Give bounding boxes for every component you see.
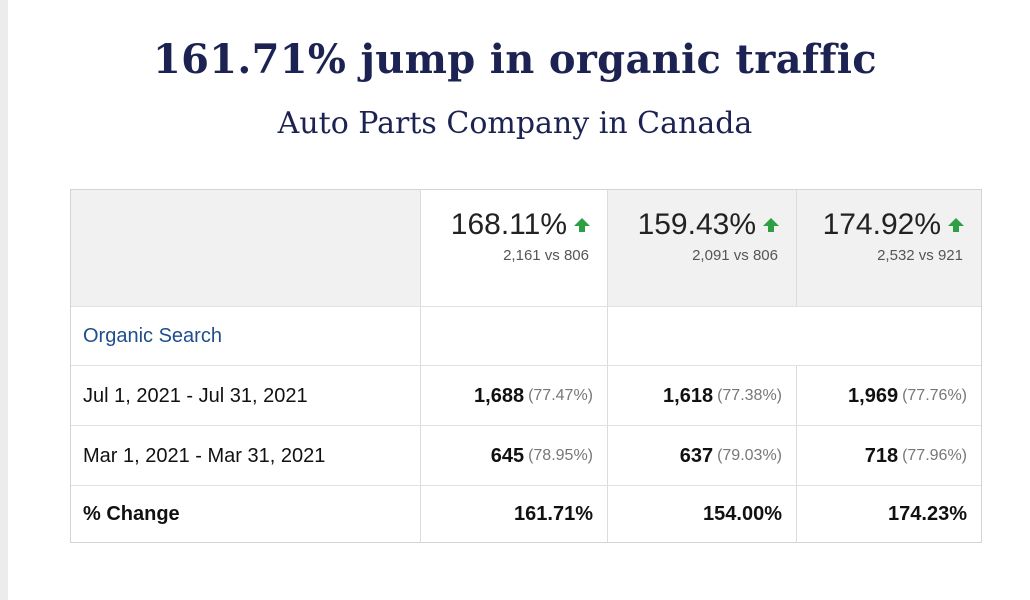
header-comparison: 2,161 vs 806 (503, 247, 589, 264)
segment-link[interactable]: Organic Search (83, 325, 222, 347)
up-arrow-icon (763, 218, 779, 232)
header-comparison: 2,532 vs 921 (877, 247, 963, 264)
segment-row: Organic Search (71, 306, 981, 366)
header-empty-cell (71, 190, 420, 306)
header-percent: 159.43% (637, 208, 756, 241)
page-title: 161.71% jump in organic traffic (153, 36, 877, 83)
page-subtitle: Auto Parts Company in Canada (277, 106, 753, 141)
change-value: 174.23% (888, 503, 967, 525)
up-arrow-icon (948, 218, 964, 232)
table-cell: 718 (77.96%) (864, 444, 967, 467)
change-row: % Change 161.71% 154.00% 174.23% (71, 485, 981, 543)
table-cell: 1,618 (77.38%) (663, 384, 782, 407)
table-row: Jul 1, 2021 - Jul 31, 2021 1,688 (77.47%)… (71, 365, 981, 426)
traffic-table: 168.11% 2,161 vs 806 159.43% 2,091 vs 80… (70, 189, 982, 543)
up-arrow-icon (574, 218, 590, 232)
header-comparison: 2,091 vs 806 (692, 247, 778, 264)
row-label: Jul 1, 2021 - Jul 31, 2021 (83, 384, 308, 407)
header-percent: 174.92% (822, 208, 941, 241)
table-cell: 1,969 (77.76%) (848, 384, 967, 407)
change-label: % Change (83, 503, 180, 525)
change-value: 161.71% (514, 503, 593, 525)
table-cell: 645 (78.95%) (490, 444, 593, 467)
table-header-row: 168.11% 2,161 vs 806 159.43% 2,091 vs 80… (71, 190, 981, 306)
header-cell: 174.92% 2,532 vs 921 (796, 190, 981, 306)
header-cell: 168.11% 2,161 vs 806 (420, 190, 607, 306)
table-row: Mar 1, 2021 - Mar 31, 2021 645 (78.95%) 6… (71, 425, 981, 486)
table-cell: 1,688 (77.47%) (474, 384, 593, 407)
left-edge-strip (0, 0, 8, 600)
header-cell: 159.43% 2,091 vs 806 (607, 190, 796, 306)
table-cell: 637 (79.03%) (679, 444, 782, 467)
row-label: Mar 1, 2021 - Mar 31, 2021 (83, 444, 326, 467)
change-value: 154.00% (703, 503, 782, 525)
header-percent: 168.11% (450, 208, 567, 241)
